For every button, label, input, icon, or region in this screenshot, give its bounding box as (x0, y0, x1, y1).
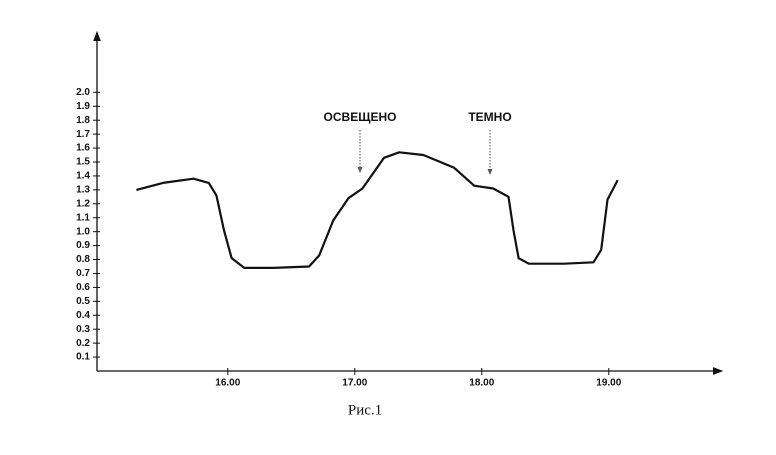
y-tick-label: 1.1 (76, 212, 90, 223)
data-line (136, 151, 619, 269)
y-tick-label: 2.0 (76, 87, 90, 98)
x-tick-label: 17.00 (342, 378, 367, 389)
x-tick-label: 16.00 (215, 378, 240, 389)
y-tick-label: 0.1 (76, 352, 90, 363)
y-tick-label: 0.5 (76, 296, 90, 307)
y-tick-label: 1.2 (76, 198, 90, 209)
y-tick-label: 0.6 (76, 282, 90, 293)
x-tick-label: 18.00 (469, 378, 494, 389)
y-tick-label: 1.0 (76, 226, 90, 237)
y-tick-label: 1.4 (76, 171, 90, 182)
x-tick-label: 19.00 (596, 378, 621, 389)
y-tick-label: 1.3 (76, 185, 90, 196)
y-tick-label: 0.2 (76, 338, 90, 349)
y-tick-label: 0.8 (76, 254, 90, 265)
y-tick-label: 0.3 (76, 324, 90, 335)
annotation: ТЕМНО (468, 110, 511, 124)
caption: Рис.1 (348, 402, 382, 418)
y-tick-label: 0.7 (76, 268, 90, 279)
y-tick-label: 0.9 (76, 240, 90, 251)
y-tick-label: 1.9 (76, 101, 90, 112)
annotation: ОСВЕЩЕНО (324, 110, 397, 124)
y-tick-label: 0.4 (76, 310, 90, 321)
y-tick-label: 1.7 (76, 129, 90, 140)
y-tick-label: 1.5 (76, 157, 90, 168)
y-tick-label: 1.6 (76, 143, 90, 154)
y-tick-label: 1.8 (76, 115, 90, 126)
